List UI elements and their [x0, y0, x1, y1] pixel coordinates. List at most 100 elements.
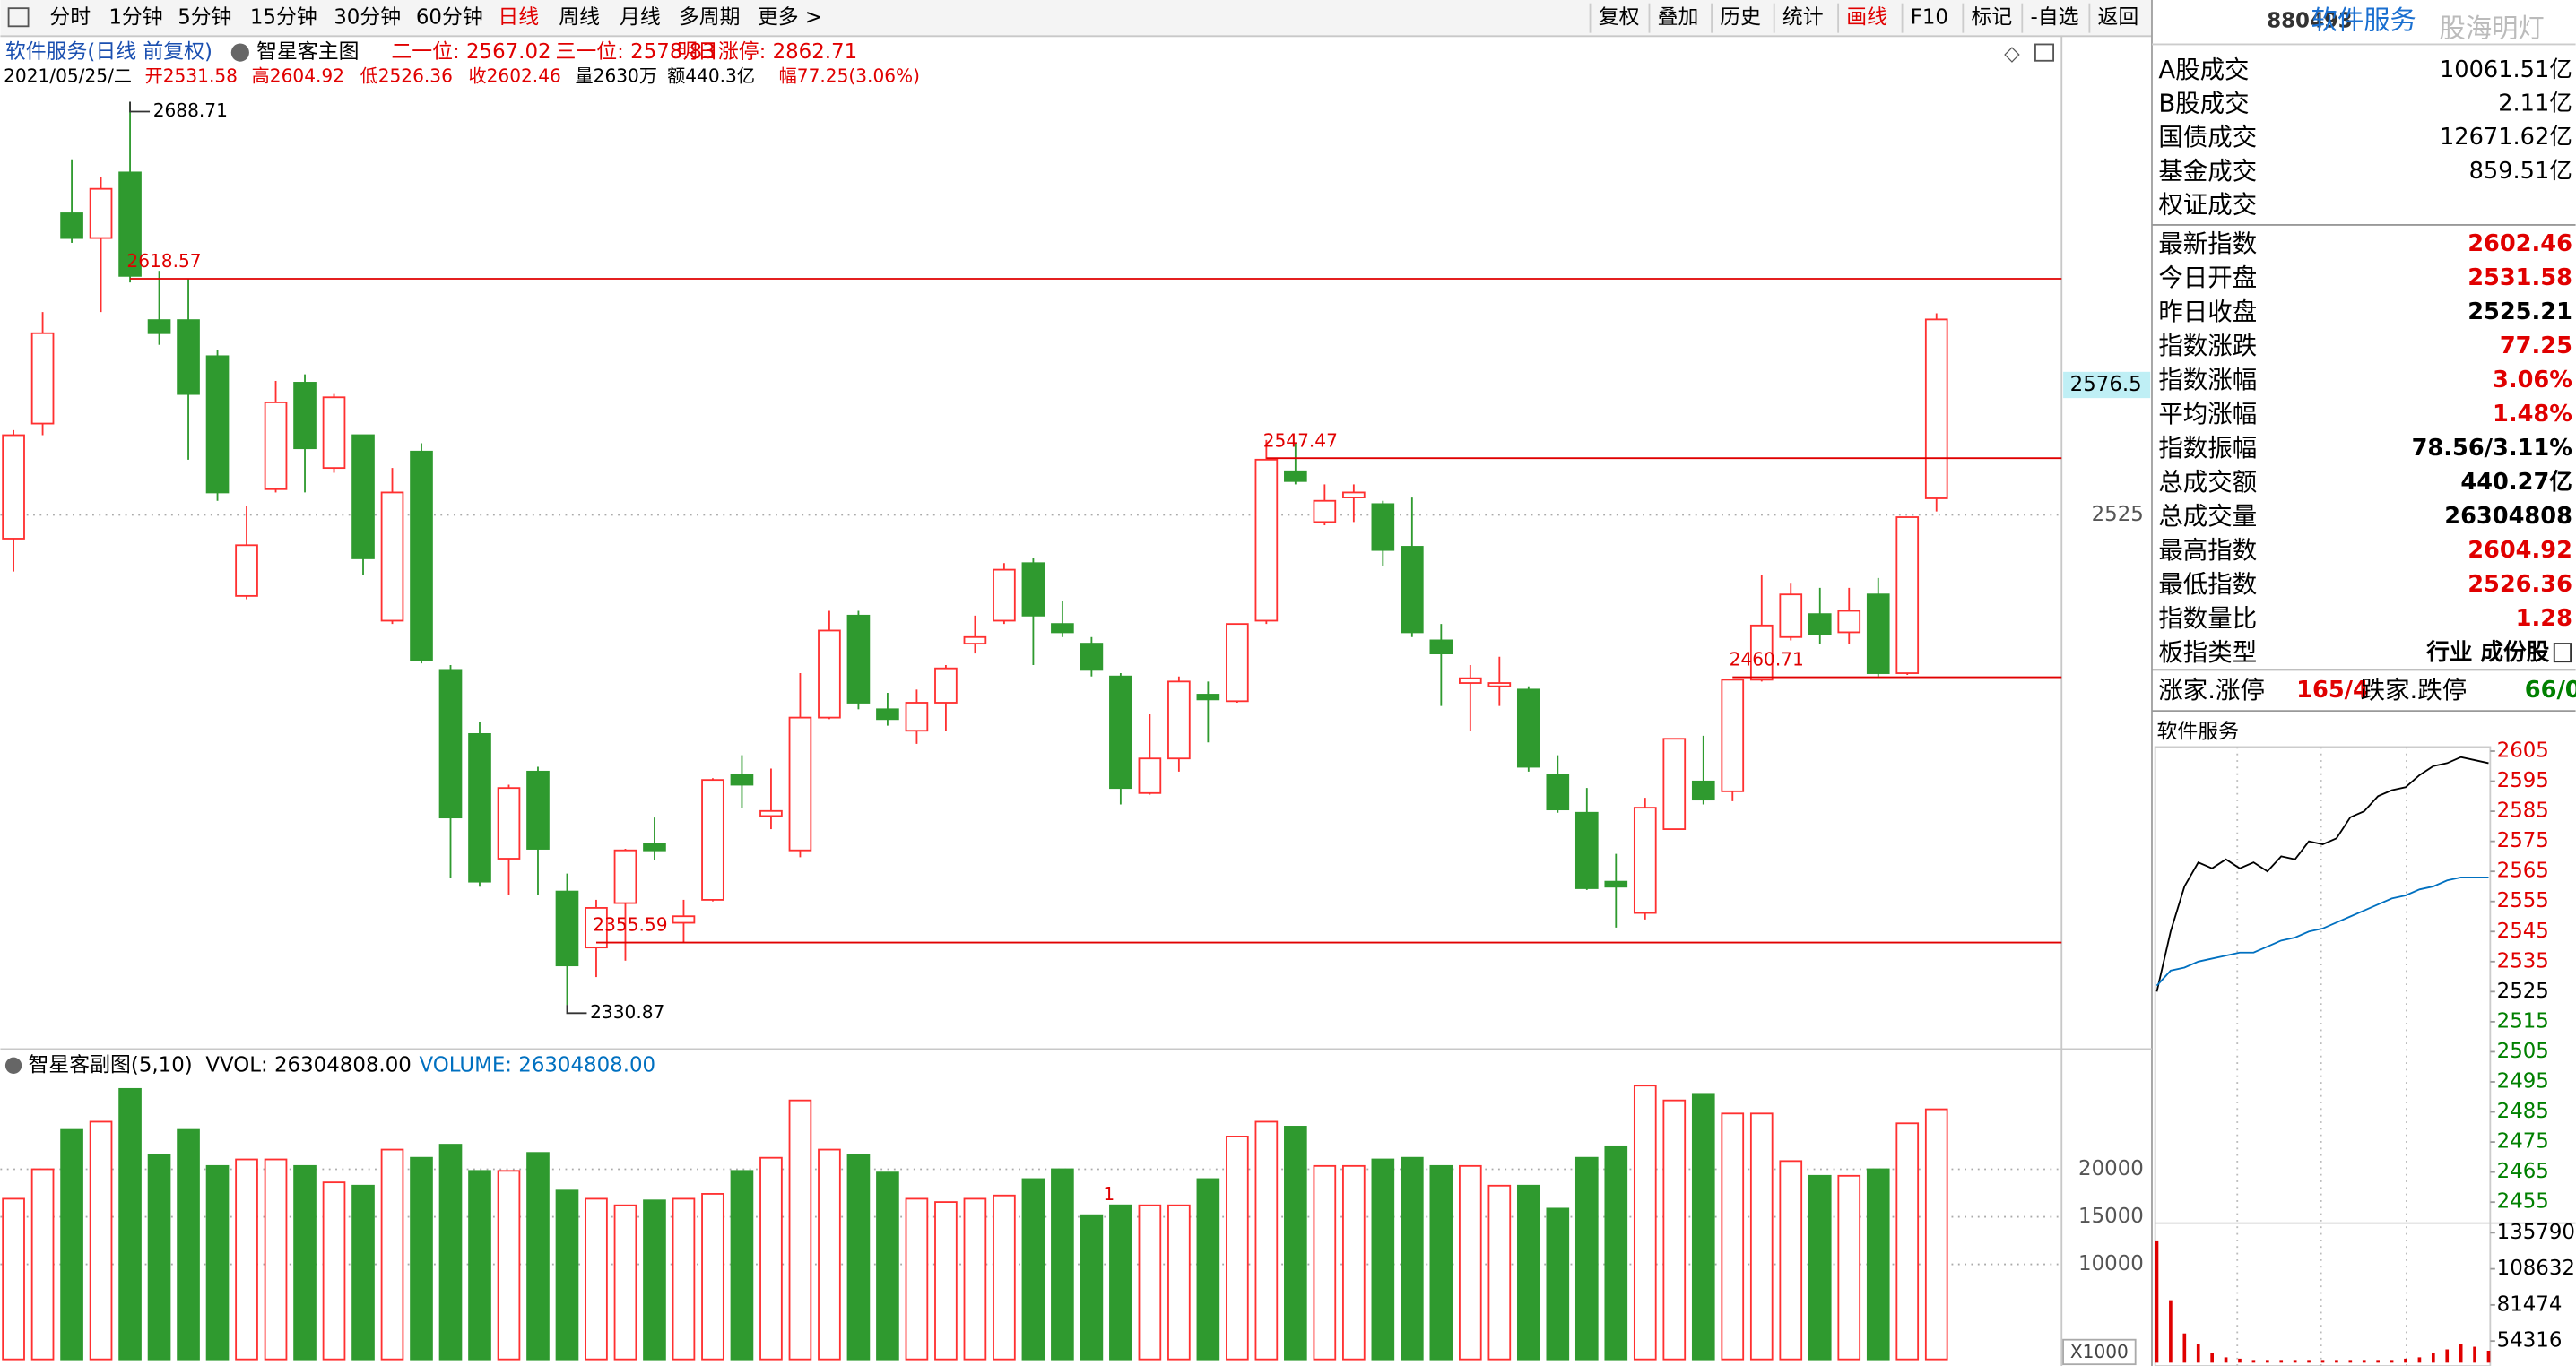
- intraday-volume: [2293, 1360, 2297, 1363]
- intraday-volume: [2251, 1360, 2256, 1363]
- candle-body: [1313, 499, 1337, 523]
- volume-bar: [963, 1197, 987, 1361]
- candle-body: [380, 491, 404, 622]
- volume-bar: [1371, 1158, 1395, 1361]
- toolbar-tab[interactable]: 周线: [559, 6, 600, 30]
- volume-bar: [1633, 1085, 1657, 1361]
- toolbar-tab[interactable]: 分时: [49, 6, 91, 30]
- toolbar-bg: [0, 0, 2152, 37]
- intraday-volume: [2238, 1358, 2242, 1363]
- crosshair-box: [2063, 371, 2151, 399]
- candle-body: [1371, 503, 1395, 551]
- y-tick-label: 108632: [2497, 1257, 2575, 1280]
- intraday-volume: [2473, 1346, 2476, 1363]
- toolbar-tab[interactable]: 多周期: [679, 6, 741, 30]
- toolbar-button[interactable]: 统计: [1782, 6, 1824, 30]
- crosshair-label: 2576.5: [2070, 373, 2142, 396]
- volume-bar: [555, 1189, 579, 1361]
- quote-label: A股成交: [2158, 56, 2249, 84]
- candle-body: [759, 809, 783, 817]
- candle-body: [585, 907, 608, 949]
- ohlc-info: 2021/05/25/二: [4, 65, 132, 87]
- quote-value: 2531.58: [2468, 264, 2572, 291]
- toolbar-tab[interactable]: 1分钟: [108, 6, 162, 30]
- quote-value: 2602.46: [2468, 230, 2572, 257]
- volume-bar: [526, 1152, 550, 1361]
- candle-body: [730, 774, 754, 786]
- candle-body: [905, 702, 929, 732]
- toolbar-tab[interactable]: 60分钟: [416, 6, 483, 30]
- candle-body: [438, 669, 463, 819]
- level-value: 2460.71: [1730, 649, 1804, 670]
- breadth-label: 涨家.涨停: [2158, 677, 2265, 705]
- candle-body: [264, 401, 288, 490]
- quote-label: B股成交: [2158, 90, 2249, 117]
- candle-body: [526, 770, 550, 850]
- toolbar-button[interactable]: 叠加: [1658, 6, 1699, 30]
- candle-body: [1167, 680, 1191, 760]
- volume-bar: [410, 1156, 433, 1361]
- volume-bar: [1546, 1207, 1570, 1361]
- toolbar-button[interactable]: 标记: [1972, 6, 2013, 30]
- toolbar-tab[interactable]: 5分钟: [178, 6, 231, 30]
- candle-body: [876, 708, 899, 721]
- toolbar-tab[interactable]: 日线: [498, 6, 539, 30]
- quote-value: 2525.21: [2468, 298, 2572, 325]
- candle-body: [235, 544, 258, 597]
- toolbar-tab[interactable]: 月线: [620, 6, 661, 30]
- candle-body: [1546, 774, 1570, 811]
- volume-bar: [701, 1193, 724, 1361]
- candle-body: [147, 319, 171, 334]
- toolbar-tab[interactable]: 30分钟: [334, 6, 401, 30]
- indicator-icon[interactable]: [230, 43, 249, 62]
- volume-bar: [235, 1158, 258, 1361]
- panel-icon[interactable]: [7, 7, 30, 28]
- level-label: 三一位: 2578.83: [556, 40, 716, 64]
- volume-bar: [788, 1099, 812, 1361]
- quote-value: 2.11亿: [2498, 90, 2572, 117]
- toolbar-button[interactable]: 返回: [2098, 6, 2139, 30]
- toolbar-button[interactable]: 历史: [1720, 6, 1761, 30]
- window-icon[interactable]: [2034, 43, 2055, 62]
- intraday-title: 软件服务: [2156, 720, 2239, 743]
- ohlc-info: 额440.3亿: [667, 65, 755, 87]
- volume-bar: [1808, 1174, 1832, 1361]
- volume-bar: [1342, 1164, 1366, 1361]
- intraday-volume: [2210, 1353, 2214, 1363]
- candle-body: [818, 629, 841, 719]
- y-tick-label: 81474: [2497, 1293, 2563, 1316]
- quote-value: 2604.92: [2468, 537, 2572, 564]
- high-label: 2688.71: [153, 99, 228, 121]
- breadth-down: 66/0: [2525, 677, 2576, 704]
- candle-body: [1574, 811, 1599, 889]
- toolbar-button[interactable]: 画线: [1846, 6, 1887, 30]
- toolbar-button[interactable]: F10: [1911, 6, 1948, 30]
- quote-label: 总成交量: [2158, 503, 2257, 531]
- candle-body: [963, 635, 987, 645]
- volume-bar: [759, 1156, 783, 1361]
- y-tick-label: 2505: [2497, 1040, 2549, 1063]
- breadth-label: 跌家.跌停: [2361, 677, 2468, 705]
- volume-bar: [1604, 1145, 1628, 1361]
- ohlc-info: 幅77.25(3.06%): [779, 65, 920, 87]
- intraday-volume: [2224, 1357, 2228, 1363]
- quote-value: 2526.36: [2468, 571, 2572, 598]
- quote-label: 指数振幅: [2158, 435, 2257, 463]
- candle-body: [846, 614, 871, 704]
- toolbar-button[interactable]: -自选: [2030, 6, 2078, 30]
- toolbar-tab[interactable]: 更多 >: [758, 6, 822, 30]
- volume-bar: [1691, 1093, 1715, 1361]
- y-tick-label: 2565: [2497, 860, 2549, 883]
- y-tick-label: 135790: [2497, 1221, 2575, 1244]
- sub-indicator-icon[interactable]: [4, 1057, 22, 1074]
- volume-bar: [993, 1194, 1016, 1361]
- volume-bar: [1401, 1156, 1424, 1361]
- candle-body: [613, 849, 637, 904]
- toolbar-button[interactable]: 复权: [1599, 6, 1640, 30]
- toolbar-tab[interactable]: 15分钟: [250, 6, 317, 30]
- volume-bar: [89, 1120, 113, 1361]
- intraday-volume: [2335, 1360, 2338, 1363]
- chart-title: 软件服务(日线 前复权): [5, 40, 212, 64]
- diamond-icon[interactable]: ◇: [2004, 42, 2020, 65]
- high-pointer: [129, 101, 151, 113]
